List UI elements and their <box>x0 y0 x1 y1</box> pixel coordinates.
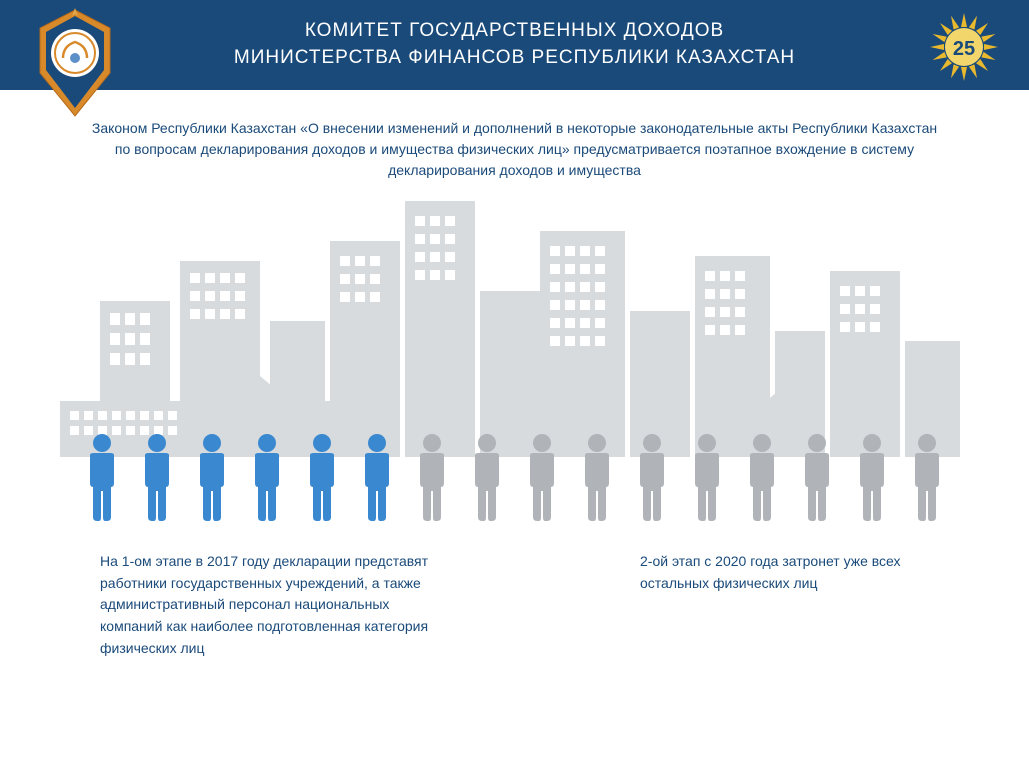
person-icon <box>685 433 729 521</box>
person-icon <box>300 433 344 521</box>
header-title-line2: МИНИСТЕРСТВА ФИНАНСОВ РЕСПУБЛИКИ КАЗАХСТ… <box>234 45 795 72</box>
svg-text:25: 25 <box>953 38 975 60</box>
person-icon <box>190 433 234 521</box>
person-icon <box>520 433 564 521</box>
header-title: КОМИТЕТ ГОСУДАРСТВЕННЫХ ДОХОДОВ МИНИСТЕР… <box>234 18 795 71</box>
person-icon <box>575 433 619 521</box>
person-icon <box>740 433 784 521</box>
person-icon <box>80 433 124 521</box>
anniversary-emblem-icon: 25 <box>929 12 999 82</box>
intro-paragraph: Законом Республики Казахстан «О внесении… <box>0 90 1029 201</box>
captions-row: На 1-ом этапе в 2017 году декларации пре… <box>0 521 1029 659</box>
person-icon <box>630 433 674 521</box>
header-title-line1: КОМИТЕТ ГОСУДАРСТВЕННЫХ ДОХОДОВ <box>234 18 795 45</box>
emblem-left-icon <box>30 8 120 118</box>
person-icon <box>355 433 399 521</box>
person-icon <box>465 433 509 521</box>
caption-stage1: На 1-ом этапе в 2017 году декларации пре… <box>100 551 440 659</box>
header-bar: КОМИТЕТ ГОСУДАРСТВЕННЫХ ДОХОДОВ МИНИСТЕР… <box>0 0 1029 90</box>
person-icon <box>135 433 179 521</box>
caption-stage2: 2-ой этап с 2020 года затронет уже всех … <box>560 551 929 659</box>
person-icon <box>245 433 289 521</box>
city-infographic <box>60 201 969 521</box>
person-icon <box>850 433 894 521</box>
person-icon <box>905 433 949 521</box>
people-row <box>80 433 969 521</box>
skyline-icon <box>60 201 969 457</box>
person-icon <box>410 433 454 521</box>
person-icon <box>795 433 839 521</box>
